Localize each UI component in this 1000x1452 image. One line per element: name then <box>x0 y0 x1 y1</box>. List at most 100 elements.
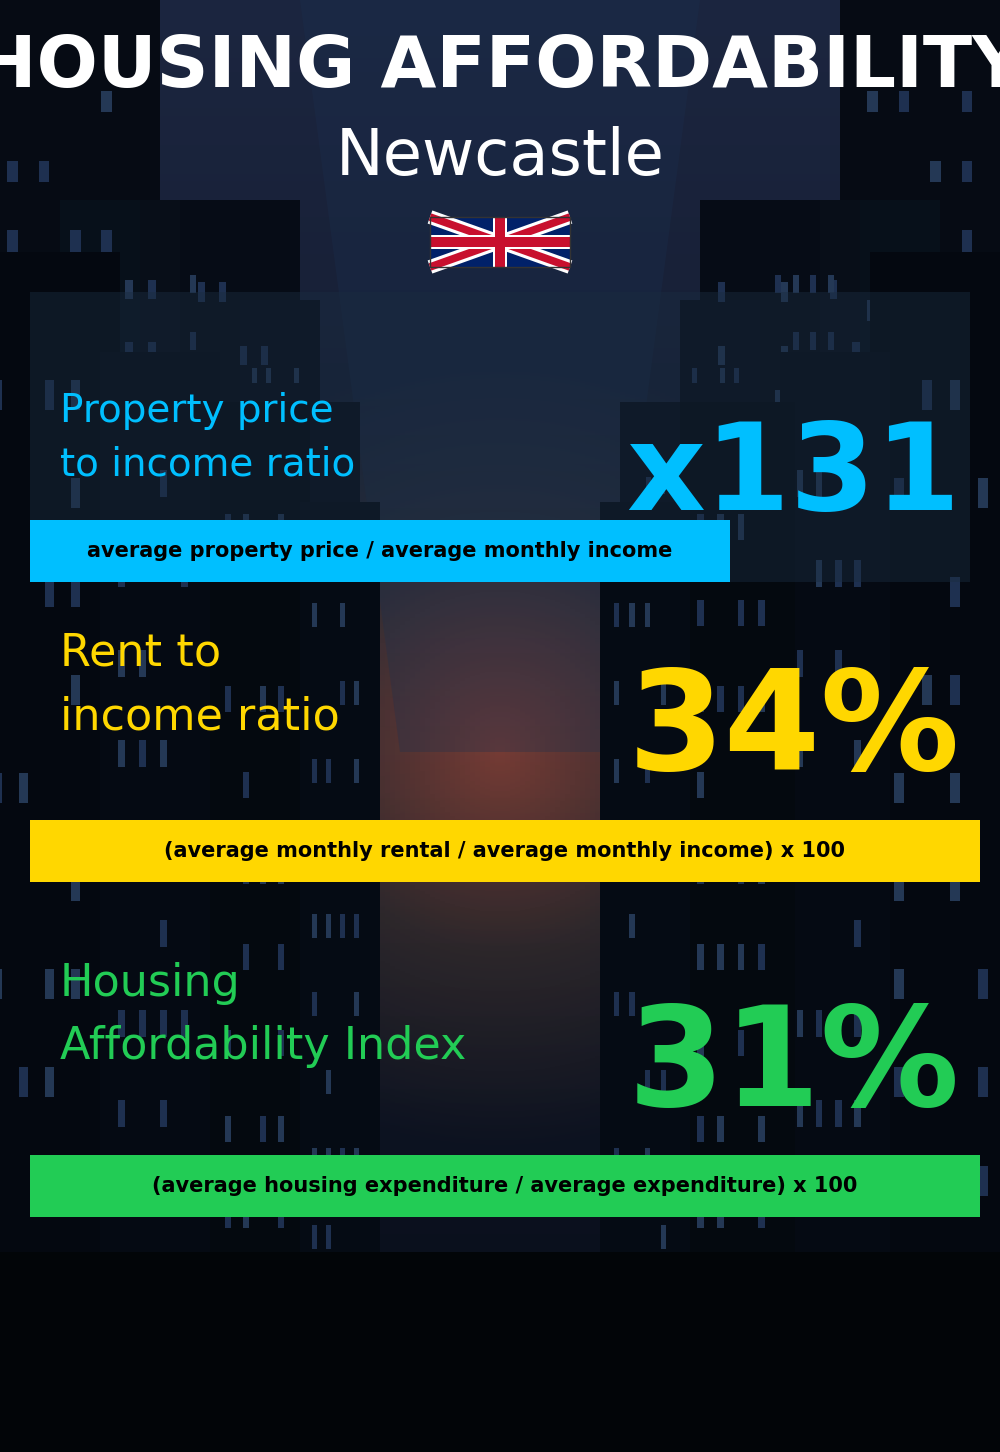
Bar <box>25 860 30 874</box>
Bar <box>796 739 803 767</box>
Bar <box>875 833 883 852</box>
Bar <box>706 678 711 694</box>
Bar <box>60 847 65 861</box>
Bar <box>775 677 781 694</box>
Bar <box>280 833 285 848</box>
Bar <box>852 594 857 610</box>
Bar <box>810 735 816 752</box>
Bar <box>70 440 81 460</box>
Bar <box>854 1279 861 1307</box>
Bar <box>334 706 339 723</box>
Bar <box>155 923 162 938</box>
Bar <box>717 685 724 713</box>
Bar <box>714 632 720 648</box>
Bar <box>7 649 18 669</box>
Bar <box>7 301 18 321</box>
Bar <box>250 578 256 594</box>
Bar <box>326 1225 331 1249</box>
Bar <box>116 696 123 709</box>
Bar <box>810 620 816 637</box>
Bar <box>60 989 65 1003</box>
Bar <box>962 440 972 460</box>
Bar <box>155 562 161 579</box>
Bar <box>748 950 753 967</box>
Bar <box>614 1302 619 1327</box>
Bar <box>816 829 822 857</box>
Bar <box>854 1099 861 1127</box>
Bar <box>775 274 781 292</box>
Bar <box>758 1201 765 1228</box>
Bar <box>830 649 837 668</box>
Bar <box>340 681 345 706</box>
Bar <box>97 751 101 765</box>
Bar <box>796 1009 803 1037</box>
Bar <box>261 598 268 617</box>
Bar <box>232 472 239 488</box>
Bar <box>260 1115 266 1141</box>
Bar <box>629 604 635 627</box>
Bar <box>139 1189 146 1217</box>
Bar <box>632 877 637 896</box>
Bar <box>866 742 871 756</box>
Bar <box>646 1050 651 1067</box>
Bar <box>97 941 101 955</box>
Bar <box>632 935 637 953</box>
Bar <box>125 649 133 668</box>
Bar <box>268 844 274 860</box>
Bar <box>718 851 725 870</box>
Bar <box>661 1070 666 1093</box>
Bar <box>739 409 746 428</box>
Bar <box>835 1279 842 1307</box>
Bar <box>71 576 80 607</box>
Bar <box>320 877 325 896</box>
Bar <box>354 992 359 1016</box>
Bar <box>734 884 739 900</box>
Bar <box>825 559 830 575</box>
Bar <box>125 465 133 484</box>
Bar <box>252 884 257 900</box>
Bar <box>125 404 133 423</box>
Bar <box>312 915 317 938</box>
Bar <box>600 502 690 1452</box>
Bar <box>825 915 830 931</box>
Bar <box>932 884 938 903</box>
Bar <box>731 578 737 594</box>
Bar <box>118 559 125 587</box>
Bar <box>706 884 711 900</box>
Bar <box>278 685 284 713</box>
Bar <box>38 719 49 739</box>
Bar <box>962 91 972 112</box>
Bar <box>334 935 339 953</box>
Bar <box>140 200 240 902</box>
Bar <box>894 497 899 511</box>
Bar <box>810 200 940 953</box>
Bar <box>326 915 331 938</box>
Bar <box>240 301 320 932</box>
Bar <box>645 604 650 627</box>
Bar <box>870 253 1000 1452</box>
Text: (average housing expenditure / average expenditure) x 100: (average housing expenditure / average e… <box>152 1176 858 1196</box>
Bar <box>932 771 938 788</box>
Bar <box>775 562 781 579</box>
Bar <box>775 735 781 752</box>
Bar <box>758 685 765 713</box>
Bar <box>215 1003 221 1019</box>
Bar <box>841 610 846 626</box>
Bar <box>278 944 284 970</box>
Bar <box>764 790 770 807</box>
Bar <box>962 370 972 391</box>
Bar <box>97 608 101 623</box>
Bar <box>41 860 46 874</box>
Bar <box>840 0 1000 852</box>
Bar <box>326 1070 331 1093</box>
Bar <box>950 771 956 788</box>
Bar <box>738 600 744 626</box>
Bar <box>674 877 679 896</box>
Bar <box>294 470 299 486</box>
Bar <box>794 915 799 931</box>
Bar <box>155 649 162 664</box>
Bar <box>278 514 284 540</box>
Bar <box>219 472 226 491</box>
Bar <box>950 1166 960 1195</box>
Bar <box>898 788 909 809</box>
